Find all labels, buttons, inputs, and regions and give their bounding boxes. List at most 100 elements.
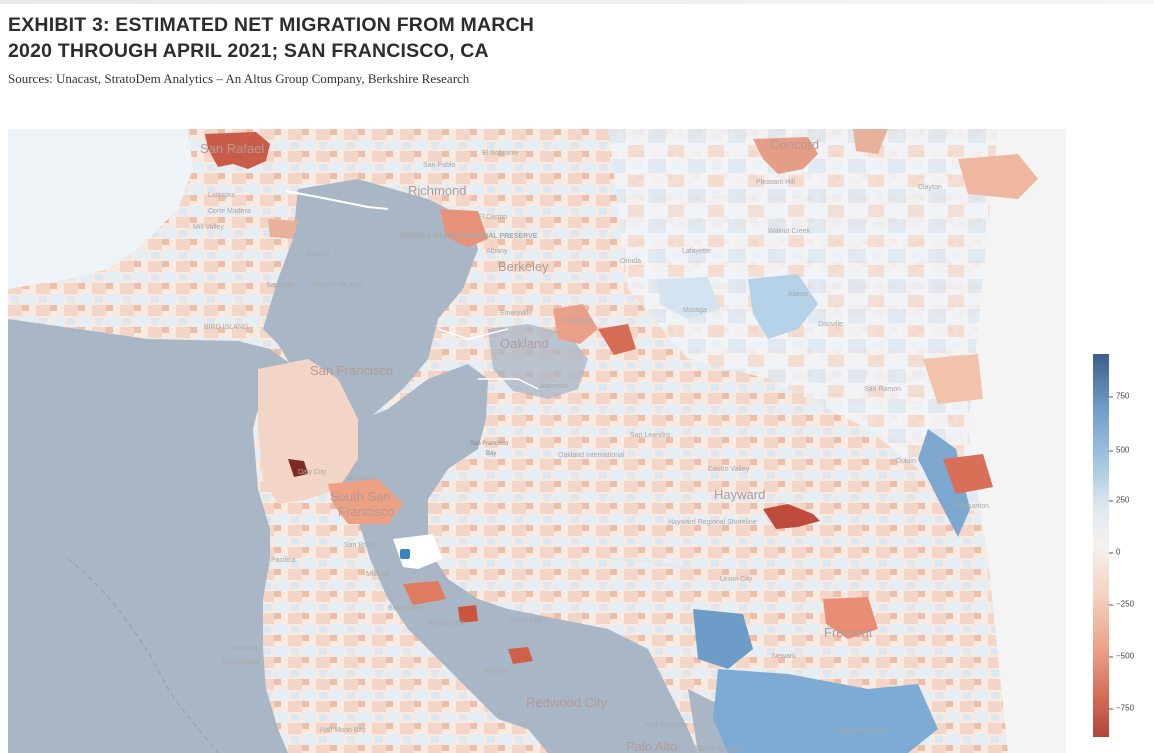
ocean-boundary-line bbox=[67, 558, 219, 753]
tract-south-sf bbox=[328, 479, 403, 524]
label-albany: Albany bbox=[486, 248, 508, 255]
label-angel-island: ANGEL ISLAND bbox=[313, 282, 364, 289]
roads bbox=[285, 190, 689, 570]
tract-fremont-south bbox=[713, 669, 938, 753]
label-berkeley: Berkeley bbox=[498, 259, 549, 274]
label-san-ramon: San Ramon bbox=[864, 386, 901, 393]
pacific-ocean bbox=[8, 319, 288, 753]
colorbar-tick-500: 500 bbox=[1108, 445, 1130, 455]
label-east-palo-alto: East Palo Alto bbox=[644, 722, 688, 729]
golden-gate-water bbox=[8, 319, 318, 429]
label-piedmont: Piedmont bbox=[563, 318, 593, 325]
label-alameda: Alameda bbox=[540, 383, 568, 390]
tract-concord bbox=[753, 137, 818, 174]
label-half-moon-bay: Half Moon Bay bbox=[320, 727, 366, 734]
label-pleasant-hill: Pleasant Hill bbox=[756, 179, 795, 186]
label-millbrae: Millbrae bbox=[366, 571, 391, 578]
colorbar bbox=[1093, 354, 1109, 737]
label-redwood-city: Redwood City bbox=[526, 695, 607, 710]
tract-daly-city-dark bbox=[288, 459, 308, 477]
tract-belmont bbox=[508, 647, 533, 664]
label-san-leandro: San Leandro bbox=[630, 432, 670, 439]
label-clayton: Clayton bbox=[918, 184, 942, 191]
top-rule bbox=[0, 0, 1154, 4]
colorbar-tick-0: 0 bbox=[1108, 547, 1121, 557]
tract-moraga bbox=[658, 277, 720, 319]
label-pacifica: Pacifica bbox=[271, 557, 296, 564]
exhibit-title: EXHIBIT 3: ESTIMATED NET MIGRATION FROM … bbox=[8, 12, 768, 64]
label-sf-bay-1: San Francisco bbox=[470, 441, 509, 447]
tract-fremont-center bbox=[823, 597, 878, 639]
label-larkspur: Larkspur bbox=[208, 192, 236, 199]
colorbar-tick-neg250: −250 bbox=[1108, 599, 1135, 609]
label-san-bruno: San Bruno bbox=[344, 542, 377, 549]
tract-san-rafael bbox=[205, 132, 270, 169]
label-danville: Danville bbox=[818, 321, 843, 328]
label-san-francisco: San Francisco bbox=[310, 363, 393, 378]
label-bird-island: BIRD ISLAND bbox=[204, 324, 248, 331]
tract-concord-east bbox=[853, 129, 888, 154]
exhibit-title-line2: 2020 THROUGH APRIL 2021; SAN FRANCISCO, … bbox=[8, 40, 489, 62]
place-labels: San Rafael Concord Richmond Berkeley Oak… bbox=[193, 137, 989, 753]
label-bair-island: BAIR ISLAND bbox=[698, 746, 742, 753]
airport-icon bbox=[400, 549, 410, 559]
sf-city-land bbox=[258, 359, 358, 504]
label-tiburon: Tiburon bbox=[306, 251, 330, 258]
tract-pleasanton-corridor bbox=[918, 429, 970, 537]
tract-richmond bbox=[440, 209, 488, 247]
label-union-city: Union City bbox=[720, 576, 753, 583]
colorbar-tick-750: 750 bbox=[1108, 391, 1130, 401]
label-oakland-airport: Oakland International bbox=[558, 452, 625, 459]
label-newark: Newark bbox=[772, 653, 796, 660]
tract-burlingame bbox=[403, 581, 446, 605]
label-emeryville: Emeryville bbox=[500, 310, 532, 317]
tract-marin-west bbox=[8, 129, 193, 289]
label-oakland: Oakland bbox=[500, 336, 548, 351]
label-south-san-francisco-2: Francisco bbox=[338, 504, 394, 519]
migration-map: San Rafael Concord Richmond Berkeley Oak… bbox=[8, 129, 1066, 753]
label-orinda: Orinda bbox=[620, 258, 641, 265]
central-bay-water bbox=[328, 364, 698, 753]
tract-dublin bbox=[943, 454, 993, 494]
label-hillsborough: Hillsborough bbox=[426, 620, 465, 627]
far-east-land bbox=[968, 129, 1066, 753]
road-richmond-sr bbox=[437, 328, 509, 340]
label-sf-bay-2: Bay bbox=[486, 451, 496, 457]
tract-san-ramon bbox=[923, 354, 983, 404]
label-el-cerrito: El Cerrito bbox=[478, 214, 507, 221]
colorbar-tick-neg750: −750 bbox=[1108, 703, 1135, 713]
label-walnut-creek: Walnut Creek bbox=[768, 228, 811, 235]
label-pleasanton: Pleasanton bbox=[954, 503, 989, 510]
label-brisbane: Brisbane bbox=[348, 475, 376, 482]
label-castro-valley: Castro Valley bbox=[708, 466, 750, 473]
map-canvas: San Rafael Concord Richmond Berkeley Oak… bbox=[8, 129, 1066, 753]
tract-fremont-west bbox=[693, 609, 753, 669]
label-richmond: Richmond bbox=[408, 183, 467, 198]
label-sausalito: Sausalito bbox=[266, 282, 295, 289]
tract-corte-madera bbox=[268, 219, 298, 239]
tract-oakland-hills bbox=[598, 324, 636, 355]
road-i580 bbox=[285, 190, 389, 210]
tract-piedmont bbox=[553, 304, 598, 344]
sources-note: Sources: Unacast, StratoDem Analytics – … bbox=[8, 71, 470, 86]
label-fremont: Fremont bbox=[824, 625, 873, 640]
label-dublin: Dublin bbox=[896, 458, 916, 465]
tract-clayton bbox=[958, 154, 1038, 199]
exhibit-title-line1: EXHIBIT 3: ESTIMATED NET MIGRATION FROM … bbox=[8, 14, 535, 36]
label-east-bay-preserve: BROOKS ISLAND REGIONAL PRESERVE bbox=[400, 233, 538, 240]
road-bay-bridge bbox=[478, 378, 539, 390]
label-burlingame: Burlingame bbox=[388, 605, 424, 612]
road-san-mateo-bridge bbox=[607, 558, 689, 570]
tract-hayward-hills bbox=[763, 504, 820, 529]
east-hills-land bbox=[608, 129, 1066, 529]
label-concord: Concord bbox=[770, 137, 819, 152]
label-montara: Montara bbox=[232, 645, 258, 652]
label-lafayette: Lafayette bbox=[682, 248, 711, 255]
label-moraga: Moraga bbox=[683, 307, 707, 314]
label-hayward: Hayward bbox=[714, 487, 765, 502]
colorbar-tick-250: 250 bbox=[1108, 495, 1130, 505]
berkeley-shore-water bbox=[488, 324, 588, 399]
label-foster-city: Foster City bbox=[508, 617, 542, 624]
colorbar-tick-neg500: −500 bbox=[1108, 651, 1135, 661]
tract-alamo bbox=[748, 274, 818, 339]
